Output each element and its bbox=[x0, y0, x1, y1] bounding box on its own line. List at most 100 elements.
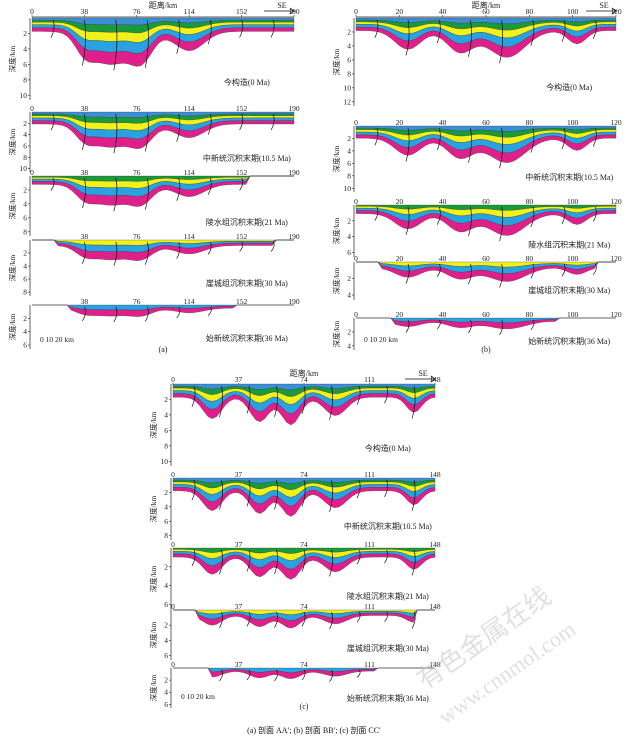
distance-tick-label: 0 bbox=[354, 254, 358, 263]
strata-layer bbox=[32, 239, 294, 261]
depth-tick-label: 8 bbox=[164, 441, 168, 450]
depth-tick-label: 2 bbox=[347, 27, 351, 36]
depth-tick-label: 4 bbox=[164, 688, 168, 697]
fault-line bbox=[219, 611, 223, 628]
depth-tick-label: 8 bbox=[23, 288, 27, 297]
fault-line bbox=[50, 177, 55, 191]
fault-line bbox=[436, 127, 441, 151]
distance-tick-label: 20 bbox=[396, 7, 404, 16]
depth-tick-label: 4 bbox=[347, 341, 351, 350]
panel-label: (b) bbox=[481, 345, 491, 354]
fault-line bbox=[561, 127, 566, 150]
depth-tick-label: 2 bbox=[164, 676, 168, 685]
direction-arrow-icon bbox=[264, 7, 295, 15]
depth-tick-label: 6 bbox=[23, 275, 27, 284]
depth-tick-label: 12 bbox=[344, 97, 352, 106]
depth-tick-label: 6 bbox=[347, 55, 351, 64]
distance-tick-label: 0 bbox=[171, 602, 175, 611]
distance-tick-label: 76 bbox=[133, 104, 141, 113]
distance-tick-label: 80 bbox=[526, 197, 534, 206]
distance-tick-label: 37 bbox=[235, 540, 243, 549]
distance-tick-label: 0 bbox=[30, 7, 34, 16]
fault-line bbox=[374, 206, 379, 221]
distance-tick-label: 76 bbox=[133, 232, 141, 241]
depth-tick-label: 4 bbox=[164, 636, 168, 645]
distance-tick-label: 152 bbox=[236, 297, 248, 306]
fault-line bbox=[499, 263, 504, 288]
fault-line bbox=[405, 319, 410, 333]
distance-tick-label: 114 bbox=[184, 232, 195, 241]
depth-axis-title: 深度/km bbox=[7, 255, 17, 282]
strata-layer bbox=[356, 261, 616, 282]
strata-layer bbox=[172, 553, 436, 580]
distance-tick-label: 0 bbox=[171, 470, 175, 479]
distance-tick-label: 100 bbox=[567, 118, 579, 127]
fault-line bbox=[530, 319, 535, 330]
fault-line bbox=[530, 127, 535, 153]
distance-tick-label: 40 bbox=[439, 197, 447, 206]
strata-layer bbox=[173, 609, 435, 629]
distance-tick-label: 114 bbox=[184, 7, 195, 16]
depth-tick-label: 2 bbox=[23, 119, 27, 128]
depth-tick-label: 8 bbox=[23, 153, 27, 162]
distance-tick-label: 74 bbox=[300, 602, 308, 611]
fault-line bbox=[207, 113, 212, 135]
fault-line bbox=[468, 319, 472, 334]
fault-line bbox=[405, 206, 410, 236]
fault-line bbox=[113, 306, 118, 323]
distance-tick-label: 0 bbox=[354, 310, 358, 319]
depth-tick-label: 8 bbox=[164, 531, 168, 540]
distance-tick-label: 148 bbox=[429, 660, 441, 669]
strata-layer bbox=[355, 210, 617, 236]
fault-line bbox=[329, 549, 333, 577]
distance-tick-label: 0 bbox=[171, 660, 175, 669]
distance-tick-label: 111 bbox=[364, 660, 375, 669]
panel-label: (c) bbox=[300, 702, 309, 711]
fault-line bbox=[239, 19, 244, 38]
fault-line bbox=[144, 113, 149, 152]
depth-tick-label: 2 bbox=[347, 216, 351, 225]
depth-tick-label: 6 bbox=[347, 248, 351, 257]
depth-tick-label: 6 bbox=[164, 600, 168, 609]
distance-tick-label: 80 bbox=[526, 310, 534, 319]
depth-tick-label: 6 bbox=[23, 213, 27, 222]
fault-line bbox=[301, 479, 306, 507]
fault-line bbox=[356, 549, 361, 565]
fault-line bbox=[219, 385, 223, 418]
distance-tick-label: 74 bbox=[300, 540, 308, 549]
depth-tick-label: 4 bbox=[164, 410, 168, 419]
stage-label: 崖城组沉积末期(30 Ma) bbox=[528, 285, 610, 295]
distance-tick-label: 120 bbox=[610, 197, 622, 206]
distance-tick-label: 38 bbox=[81, 168, 89, 177]
fault-line bbox=[356, 611, 361, 623]
fault-line bbox=[468, 19, 472, 57]
depth-tick-label: 10 bbox=[20, 164, 28, 173]
distance-tick-label: 40 bbox=[439, 7, 447, 16]
fault-line bbox=[144, 306, 149, 322]
strata-layer bbox=[31, 27, 295, 67]
depth-axis-title: 深度/km bbox=[331, 218, 341, 245]
fault-line bbox=[82, 306, 86, 322]
distance-tick-label: 40 bbox=[439, 118, 447, 127]
fault-line bbox=[191, 385, 196, 407]
strata-layer bbox=[172, 393, 436, 426]
fault-line bbox=[468, 127, 472, 163]
fault-line bbox=[176, 306, 181, 319]
depth-axis-title: 深度/km bbox=[331, 268, 341, 295]
depth-tick-label: 8 bbox=[23, 227, 27, 236]
distance-tick-label: 190 bbox=[288, 104, 300, 113]
fault-line bbox=[274, 611, 278, 628]
fault-line bbox=[207, 241, 212, 255]
fault-line bbox=[356, 669, 361, 678]
fault-line bbox=[144, 19, 149, 68]
stage-label: 崖城组沉积末期(30 Ma) bbox=[347, 643, 429, 653]
stage-label: 始新统沉积末期(36 Ma) bbox=[206, 333, 288, 343]
distance-tick-label: 80 bbox=[526, 7, 534, 16]
fault-line bbox=[207, 177, 212, 195]
distance-tick-label: 40 bbox=[439, 254, 447, 263]
depth-axis-title: 深度/km bbox=[7, 193, 17, 220]
depth-tick-label: 6 bbox=[347, 159, 351, 168]
strata-layer bbox=[355, 26, 617, 58]
figure-caption: (a) 剖面 AA′; (b) 剖面 BB′; (c) 剖面 CC′ bbox=[247, 725, 381, 735]
